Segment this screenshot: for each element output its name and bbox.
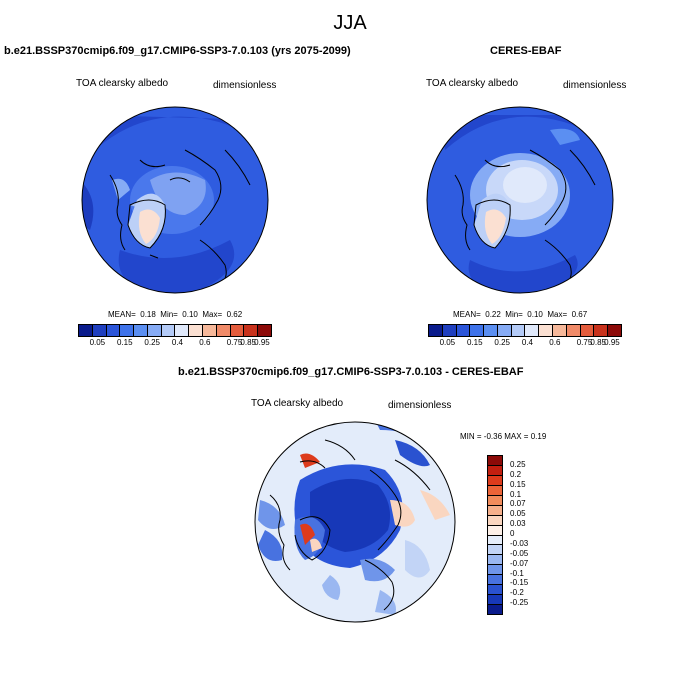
diff-stats: MIN = -0.36 MAX = 0.19 — [460, 432, 547, 441]
model-colorbar-labels: 0.05 0.15 0.25 0.4 0.6 0.75 0.85 0.95 — [78, 338, 270, 348]
model-colorbar-swatch — [161, 325, 176, 336]
model-colorbar-swatch — [230, 325, 245, 336]
obs-colorbar-swatch — [608, 325, 621, 336]
model-colorbar-swatch — [244, 325, 259, 336]
model-colorbar-label: 0.15 — [117, 338, 133, 347]
model-colorbar-swatch — [106, 325, 121, 336]
diff-colorbar-label: -0.1 — [510, 568, 524, 578]
model-colorbar-label: 0.05 — [89, 338, 106, 347]
diff-colorbar-label: -0.15 — [510, 578, 529, 588]
obs-colorbar-labels: 0.05 0.15 0.25 0.4 0.6 0.75 0.85 0.95 — [428, 338, 620, 348]
model-polar-map — [81, 106, 269, 294]
model-stats: MEAN= 0.18 Min= 0.10 Max= 0.62 — [108, 310, 243, 319]
model-colorbar-swatch — [258, 325, 271, 336]
diff-colorbar-swatch — [488, 456, 502, 466]
diff-colorbar-label: 0.1 — [510, 489, 522, 499]
model-colorbar-label: 0.75 — [226, 338, 243, 347]
diff-colorbar-swatch — [488, 525, 502, 536]
diff-colorbar-swatch — [488, 595, 502, 606]
model-colorbar-swatch — [120, 325, 135, 336]
obs-colorbar-swatch — [566, 325, 581, 336]
obs-colorbar-swatch — [580, 325, 595, 336]
diff-colorbar-label: 0.2 — [510, 469, 522, 479]
model-colorbar-swatch — [189, 325, 204, 336]
model-colorbar-swatch — [216, 325, 231, 336]
obs-colorbar-label: 0.95 — [604, 338, 620, 347]
model-colorbar-label: 0.85 — [240, 338, 256, 347]
diff-colorbar-label: 0 — [510, 529, 515, 538]
obs-colorbar — [428, 324, 622, 337]
diff-colorbar-swatch — [488, 535, 502, 546]
obs-colorbar-swatch — [429, 325, 443, 336]
diff-colorbar-label: -0.05 — [510, 548, 529, 558]
model-colorbar-swatch — [175, 325, 190, 336]
diff-colorbar-label: -0.07 — [510, 558, 529, 568]
obs-colorbar-swatch — [484, 325, 498, 336]
obs-stats: MEAN= 0.22 Min= 0.10 Max= 0.67 — [453, 310, 588, 319]
diff-variable-label: TOA clearsky albedo — [251, 398, 344, 409]
obs-colorbar-label: 0.85 — [590, 338, 606, 347]
diff-colorbar-label: 0.07 — [510, 499, 526, 509]
diff-colorbar-label: -0.2 — [510, 588, 524, 598]
diff-colorbar-swatch — [488, 545, 502, 556]
diff-colorbar-swatch — [488, 485, 502, 496]
diff-colorbar-label: -0.03 — [510, 538, 529, 548]
diff-colorbar-swatch — [488, 565, 502, 576]
model-colorbar-label: 0.6 — [199, 338, 211, 347]
diff-colorbar-swatch — [488, 495, 502, 506]
obs-colorbar-swatch — [594, 325, 609, 336]
obs-colorbar-label: 0.6 — [549, 338, 561, 347]
model-case-title: b.e21.BSSP370cmip6.f09_g17.CMIP6-SSP3-7.… — [4, 45, 351, 57]
diff-polar-map — [254, 421, 456, 623]
model-colorbar-swatch — [92, 325, 107, 336]
obs-colorbar-label: 0.25 — [494, 338, 510, 347]
model-colorbar-swatch — [79, 325, 93, 336]
diff-colorbar-label: 0.15 — [510, 479, 526, 489]
diff-case-title: b.e21.BSSP370cmip6.f09_g17.CMIP6-SSP3-7.… — [178, 366, 524, 378]
diff-colorbar-label: 0.03 — [510, 519, 526, 529]
diff-colorbar-swatch — [488, 515, 502, 526]
obs-colorbar-label: 0.75 — [576, 338, 593, 347]
diff-colorbar-swatch — [488, 605, 502, 614]
obs-colorbar-label: 0.4 — [521, 338, 533, 347]
diff-colorbar-swatch — [488, 465, 502, 476]
model-units-label: dimensionless — [213, 80, 277, 91]
obs-colorbar-label: 0.15 — [467, 338, 483, 347]
diff-colorbar-swatch — [488, 505, 502, 516]
diff-colorbar-swatch — [488, 475, 502, 486]
diff-colorbar-label: 0.25 — [510, 459, 526, 469]
model-colorbar-label: 0.25 — [144, 338, 160, 347]
obs-colorbar-label: 0.05 — [439, 338, 456, 347]
diff-colorbar-labels: 0.25 0.2 0.15 0.1 0.07 0.05 0.03 0 -0.03 -0.05 -0.… — [508, 455, 548, 613]
obs-colorbar-swatch — [442, 325, 457, 336]
obs-colorbar-swatch — [553, 325, 567, 336]
obs-variable-label: TOA clearsky albedo — [426, 78, 519, 89]
obs-polar-map — [426, 106, 614, 294]
diff-colorbar-label: -0.25 — [510, 598, 529, 608]
model-colorbar-label: 0.4 — [171, 338, 183, 347]
page-title: JJA — [333, 12, 367, 34]
obs-case-title: CERES-EBAF — [490, 45, 562, 57]
obs-colorbar-swatch — [511, 325, 526, 336]
obs-colorbar-swatch — [539, 325, 554, 336]
diff-colorbar-swatch — [488, 555, 502, 566]
diff-colorbar-swatch — [488, 585, 502, 596]
model-variable-label: TOA clearsky albedo — [76, 78, 169, 89]
diff-units-label: dimensionless — [388, 400, 452, 411]
diff-colorbar-label: 0.05 — [510, 509, 526, 519]
diff-colorbar-swatch — [488, 575, 502, 586]
obs-colorbar-swatch — [497, 325, 512, 336]
obs-units-label: dimensionless — [563, 80, 627, 91]
model-colorbar-swatch — [134, 325, 148, 336]
obs-colorbar-swatch — [456, 325, 471, 336]
obs-colorbar-swatch — [470, 325, 485, 336]
obs-colorbar-swatch — [525, 325, 540, 336]
diff-colorbar — [487, 455, 503, 615]
model-colorbar-swatch — [147, 325, 162, 336]
model-colorbar-swatch — [203, 325, 217, 336]
model-colorbar — [78, 324, 272, 337]
model-colorbar-label: 0.95 — [254, 338, 270, 347]
